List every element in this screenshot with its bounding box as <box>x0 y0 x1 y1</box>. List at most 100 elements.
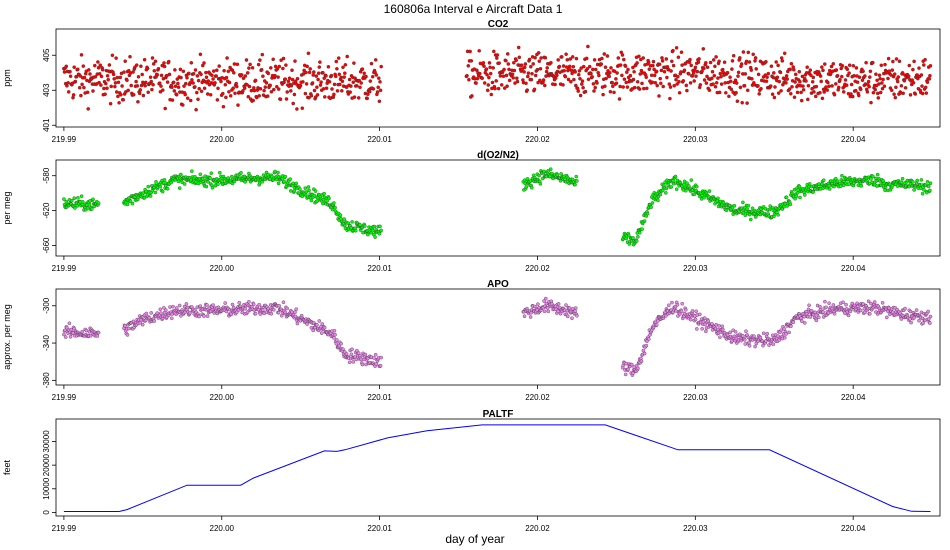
data-point <box>265 94 270 98</box>
data-point <box>502 67 506 72</box>
data-point <box>776 63 780 68</box>
data-point <box>561 64 566 68</box>
data-point <box>834 68 839 72</box>
data-point <box>927 77 932 81</box>
data-point <box>196 97 200 102</box>
data-point <box>348 90 352 94</box>
data-point <box>717 324 721 328</box>
data-point <box>892 72 897 76</box>
data-point <box>578 93 583 98</box>
data-point <box>318 60 322 64</box>
data-point <box>82 75 87 80</box>
data-point <box>685 88 689 93</box>
data-point <box>647 67 652 71</box>
data-point <box>134 79 138 84</box>
data-point <box>868 312 872 316</box>
data-point <box>591 82 596 86</box>
altitude-line <box>63 424 931 512</box>
data-point <box>724 91 728 95</box>
data-point <box>517 55 522 60</box>
panel-title: PALTF <box>483 409 514 420</box>
data-point <box>533 73 538 78</box>
data-point <box>712 73 717 78</box>
data-point <box>259 67 264 72</box>
data-point <box>342 75 346 79</box>
data-point <box>64 199 69 204</box>
data-point <box>474 81 478 85</box>
data-point <box>272 308 276 312</box>
data-point <box>315 322 319 327</box>
data-point <box>123 324 127 328</box>
data-point <box>878 90 883 95</box>
data-point <box>215 98 220 102</box>
data-point <box>704 329 708 334</box>
data-point <box>65 326 69 330</box>
data-point <box>822 90 826 94</box>
data-point <box>604 76 608 81</box>
data-point <box>810 80 815 84</box>
data-point <box>827 84 831 89</box>
data-point <box>251 302 256 307</box>
data-point <box>909 320 913 325</box>
data-point <box>183 92 187 97</box>
data-point <box>808 68 813 72</box>
data-point <box>799 90 803 95</box>
data-point <box>646 60 651 65</box>
data-point <box>467 77 471 82</box>
data-point <box>911 180 915 184</box>
data-point <box>370 74 375 79</box>
data-point <box>912 188 916 192</box>
data-point <box>319 80 323 84</box>
data-point <box>594 67 598 72</box>
data-point <box>801 88 806 92</box>
data-point <box>324 86 329 90</box>
data-point <box>150 87 154 92</box>
data-point <box>247 66 251 70</box>
data-point <box>682 68 687 72</box>
data-point <box>144 80 148 85</box>
data-point <box>117 101 121 105</box>
data-point <box>308 67 312 71</box>
data-point <box>581 64 586 69</box>
data-point <box>482 64 486 68</box>
data-point <box>199 72 203 77</box>
data-point <box>373 352 378 357</box>
data-point <box>294 307 298 311</box>
y-tick-label: -620 <box>42 202 51 219</box>
data-point <box>831 303 836 307</box>
data-point <box>204 75 209 79</box>
data-point <box>843 78 848 82</box>
data-point <box>810 86 814 91</box>
data-point <box>847 63 852 67</box>
data-point <box>211 303 215 307</box>
data-point <box>650 201 655 205</box>
data-point <box>257 302 261 307</box>
data-point <box>96 201 101 205</box>
data-point <box>915 178 919 183</box>
data-point <box>821 310 825 314</box>
data-point <box>609 66 613 70</box>
data-point <box>928 64 933 68</box>
data-point <box>350 347 354 352</box>
data-point <box>344 85 349 89</box>
data-point <box>903 306 907 311</box>
data-point <box>806 83 811 88</box>
data-point <box>289 89 293 93</box>
data-point <box>293 314 298 319</box>
data-point <box>536 302 540 306</box>
data-point <box>743 72 748 76</box>
data-point <box>657 94 661 98</box>
data-point <box>162 61 166 65</box>
data-point <box>176 179 181 184</box>
plot-frame <box>55 28 941 128</box>
data-point <box>338 82 342 87</box>
data-point <box>286 79 291 84</box>
data-point <box>87 68 91 72</box>
data-point <box>282 80 286 85</box>
data-point <box>292 92 297 97</box>
data-point <box>469 59 474 63</box>
data-point <box>615 71 619 75</box>
data-point <box>719 75 723 79</box>
data-point <box>620 53 625 57</box>
data-point <box>276 181 281 186</box>
